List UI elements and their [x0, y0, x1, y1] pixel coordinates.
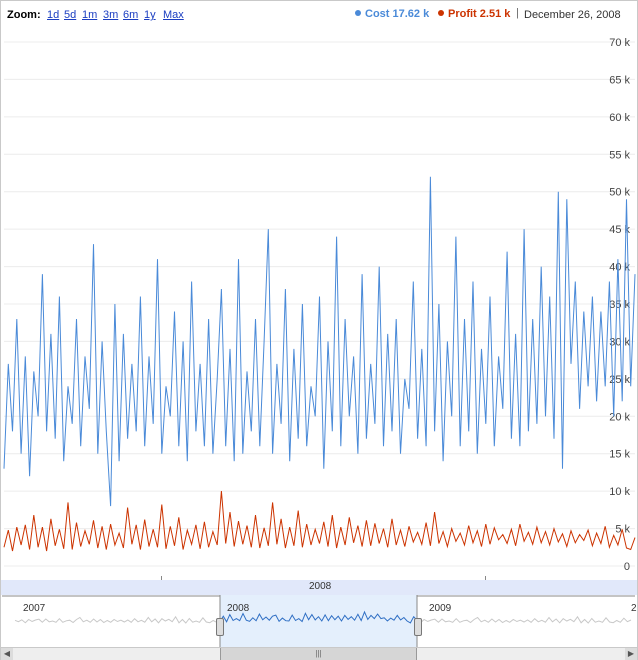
- legend-cost: Cost 17.62 k: [355, 8, 429, 20]
- navigator-chart: [2, 595, 635, 647]
- zoom-6m-link[interactable]: 6m: [123, 9, 139, 21]
- y-tick-label: 45 k: [609, 224, 630, 236]
- x-axis-bar: [1, 576, 637, 595]
- legend-cost-label: Cost 17.62 k: [365, 8, 430, 20]
- y-tick-label: 70 k: [609, 37, 630, 49]
- x-axis-year-label: 2008: [309, 581, 332, 592]
- navigator-scrollbar[interactable]: ◀ ||| ▶: [1, 647, 637, 660]
- scroll-left-arrow-icon[interactable]: ◀: [1, 648, 13, 660]
- legend-profit-label: Profit 2.51 k: [448, 8, 511, 20]
- navigator-year-2007: 2007: [23, 603, 46, 614]
- current-date: December 26, 2008: [524, 9, 621, 21]
- navigator-selection[interactable]: [220, 595, 417, 647]
- navigator-line-right: [416, 615, 632, 624]
- y-tick-label: 5 k: [615, 524, 630, 536]
- navigator-year-2008: 2008: [227, 603, 250, 614]
- chart-gridlines: [4, 41, 635, 567]
- chart-series: [3, 176, 636, 552]
- y-tick-label: 20 k: [609, 411, 630, 423]
- scroll-right-arrow-icon[interactable]: ▶: [625, 648, 637, 660]
- navigator-year-next: 2: [631, 603, 637, 614]
- zoom-label: Zoom:: [7, 9, 41, 21]
- zoom-1y-link[interactable]: 1y: [144, 9, 156, 21]
- navigator-line-left: [14, 615, 221, 624]
- profit-series-line[interactable]: [3, 491, 636, 552]
- y-tick-label: 15 k: [609, 449, 630, 461]
- zoom-3m-link[interactable]: 3m: [103, 9, 119, 21]
- main-chart[interactable]: 05 k10 k15 k20 k25 k30 k35 k40 k45 k50 k…: [1, 1, 637, 580]
- y-tick-label: 30 k: [609, 336, 630, 348]
- scrollbar-thumb[interactable]: |||: [220, 648, 417, 660]
- y-tick-label: 60 k: [609, 112, 630, 124]
- zoom-5d-link[interactable]: 5d: [64, 9, 77, 21]
- navigator-right-handle[interactable]: [414, 618, 422, 636]
- cost-series-line[interactable]: [3, 176, 636, 507]
- legend-cost-dot-icon: [355, 10, 361, 17]
- legend-profit: Profit 2.51 k: [438, 8, 510, 20]
- y-tick-label: 10 k: [609, 486, 630, 498]
- range-navigator[interactable]: 2007 2008 2009 2: [1, 595, 637, 659]
- y-axis-ticks: 05 k10 k15 k20 k25 k30 k35 k40 k45 k50 k…: [609, 37, 630, 573]
- y-tick-label: 40 k: [609, 262, 630, 274]
- navigator-year-2009: 2009: [429, 603, 452, 614]
- legend-separator: |: [516, 7, 519, 19]
- navigator-line-selected: [219, 610, 418, 624]
- zoom-max-link[interactable]: Max: [163, 9, 184, 21]
- chart-toolbar: Zoom: 1d 5d 1m 3m 6m 1y Max Cost 17.62 k…: [1, 1, 637, 29]
- navigator-left-handle[interactable]: [216, 618, 224, 636]
- y-tick-label: 55 k: [609, 149, 630, 161]
- y-tick-label: 65 k: [609, 74, 630, 86]
- y-tick-label: 50 k: [609, 187, 630, 199]
- zoom-1d-link[interactable]: 1d: [47, 9, 60, 21]
- legend-profit-dot-icon: [438, 10, 444, 17]
- y-tick-label: 0: [624, 561, 630, 573]
- zoom-1m-link[interactable]: 1m: [82, 9, 98, 21]
- y-tick-label: 35 k: [609, 299, 630, 311]
